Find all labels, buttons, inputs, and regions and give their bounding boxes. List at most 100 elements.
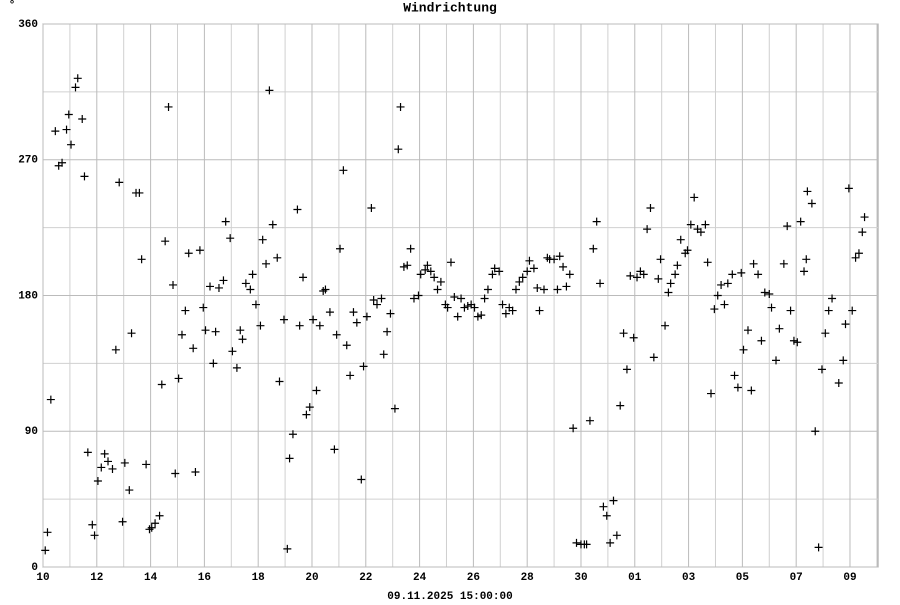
data-point [88,520,97,529]
data-point [164,102,173,111]
data-point [701,220,710,229]
data-point [565,270,574,279]
data-point [433,285,442,294]
data-point [828,294,837,303]
data-point [206,282,214,291]
data-point [293,205,302,214]
data-point [858,228,867,237]
data-point [236,326,245,335]
data-point [390,404,399,413]
data-point [717,280,726,289]
data-point [80,172,89,181]
data-point [616,401,625,410]
data-point [664,288,673,297]
data-point [362,312,371,321]
data-point [211,327,220,336]
data-point [739,345,748,354]
x-tick-label: 16 [198,572,211,584]
data-point [386,309,395,318]
y-tick-label: 180 [18,290,38,302]
data-point [723,279,732,288]
data-point [757,336,766,345]
data-point [569,424,578,433]
x-tick-label: 10 [36,572,49,584]
data-point [325,308,334,317]
data-point [793,338,802,347]
data-point [232,363,241,372]
data-point [403,261,412,270]
data-point [120,458,129,467]
data-point [71,83,80,92]
data-point [713,291,722,300]
data-point [248,270,257,279]
data-point [127,329,136,338]
data-point [707,389,715,398]
data-point [535,306,544,315]
data-point [779,259,788,268]
data-point [201,326,210,335]
data-point [41,546,50,555]
data-point [765,289,774,298]
data-point [174,374,183,383]
data-point [747,386,756,395]
data-point [606,538,615,547]
data-point [553,285,562,294]
data-point [754,270,763,279]
data-point [582,540,591,549]
data-point [666,279,675,288]
data-point [219,276,228,285]
data-point [673,261,682,270]
data-point [268,220,277,229]
data-point [299,273,308,282]
data-point [643,225,652,234]
data-point [115,178,124,187]
data-point [622,365,631,374]
data-point [453,312,462,321]
data-point [498,300,507,309]
data-point [523,267,532,276]
data-point [703,258,712,267]
data-point [508,306,517,315]
data-point [305,403,314,412]
data-point [525,256,534,265]
data-point [511,285,520,294]
data-point [480,294,489,303]
data-point [443,303,452,312]
data-point [409,294,418,303]
data-point [683,246,692,255]
data-point [58,158,67,167]
data-point [265,86,274,95]
data-point [463,302,472,311]
data-point [515,277,524,286]
data-point [821,329,830,338]
y-unit: ° [9,0,16,12]
data-point [802,255,811,264]
data-point [421,265,430,274]
data-point [814,543,823,552]
data-point [43,528,52,537]
data-point [184,249,193,258]
y-tick-label: 360 [18,19,38,31]
data-point [416,270,425,279]
x-tick-label: 07 [790,572,803,584]
data-point [803,187,812,196]
data-point [359,362,368,371]
data-point [238,335,247,344]
data-point [97,463,106,472]
data-point [414,291,423,300]
data-point [241,279,250,288]
data-point [191,467,200,476]
data-point [585,416,594,425]
data-point [730,371,739,380]
data-point [470,303,479,312]
data-point [147,523,156,532]
data-point [602,511,611,520]
x-tick-label: 26 [467,572,480,584]
data-point [824,306,833,315]
data-point [379,350,388,359]
data-point [495,267,504,276]
data-point [423,261,432,270]
data-point [330,445,339,454]
data-point [111,345,120,354]
